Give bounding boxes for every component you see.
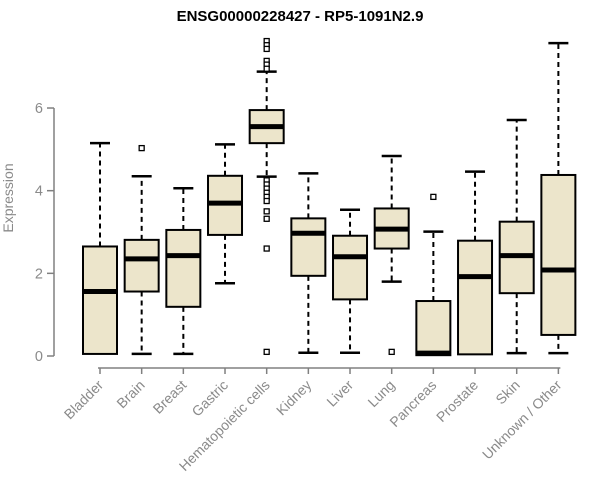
box-pancreas	[415, 193, 452, 357]
box-prostate	[457, 170, 494, 356]
box-skin	[498, 118, 535, 355]
x-tick-label: Unknown / Other	[479, 377, 565, 463]
outlier-point	[388, 348, 395, 356]
y-tick-label: 4	[35, 184, 43, 200]
box-hematopoietic-cells	[248, 37, 285, 356]
box-breast	[165, 186, 202, 356]
x-tick-label: Bladder	[61, 377, 107, 423]
iqr-box	[82, 245, 118, 355]
box-unknown-other	[540, 41, 577, 355]
x-tick-label: Skin	[492, 377, 523, 408]
outlier-point	[430, 193, 437, 201]
y-tick-label: 0	[35, 349, 43, 365]
outlier-point	[263, 215, 270, 222]
box-brain	[123, 144, 160, 356]
chart-title: ENSG00000228427 - RP5-1091N2.9	[176, 8, 424, 25]
box-liver	[332, 208, 369, 354]
x-tick-label: Liver	[323, 377, 356, 410]
box-gastric	[207, 143, 244, 285]
box-bladder	[82, 141, 118, 355]
iqr-box	[457, 239, 494, 356]
outlier-point	[263, 45, 270, 53]
x-tick-label: Kidney	[273, 377, 315, 419]
iqr-box	[332, 234, 369, 301]
x-tick-label: Breast	[150, 377, 190, 417]
outlier-point	[263, 245, 270, 252]
y-tick-label: 2	[35, 266, 43, 282]
outlier-point	[263, 208, 270, 215]
outlier-point	[263, 348, 270, 356]
box-kidney	[290, 172, 327, 354]
iqr-box	[165, 228, 202, 308]
outlier-point	[138, 144, 145, 152]
iqr-box	[290, 217, 327, 277]
outlier-point	[263, 65, 270, 72]
box-lung	[373, 154, 410, 356]
iqr-box	[415, 300, 452, 357]
y-tick-label: 6	[35, 101, 43, 117]
x-tick-label: Lung	[364, 377, 397, 410]
iqr-box	[123, 238, 160, 293]
x-tick-label: Prostate	[433, 377, 481, 425]
x-tick-label: Brain	[113, 377, 147, 411]
iqr-box	[540, 173, 577, 336]
outlier-point	[263, 197, 270, 205]
